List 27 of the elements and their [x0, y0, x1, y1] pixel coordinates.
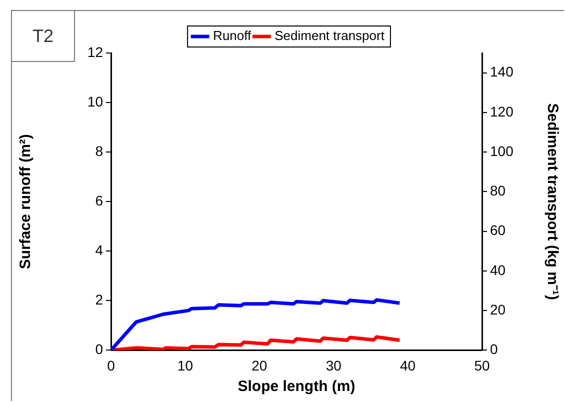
- y2-tick-label: 140: [490, 64, 514, 80]
- legend-label: Runoff: [213, 28, 252, 44]
- y2-tick-label: 100: [490, 142, 514, 159]
- chart-title: T2: [11, 10, 75, 62]
- legend-label: Sediment transport: [274, 28, 385, 44]
- y2-tick-label: 20: [490, 301, 506, 318]
- y2-tick-label: 60: [490, 222, 506, 238]
- y-tick-label: 12: [87, 44, 104, 60]
- y2-tick-label: 40: [490, 262, 506, 278]
- y-tick-label: 0: [95, 341, 104, 358]
- y-tick-label: 4: [95, 242, 104, 258]
- y-tick-label: 8: [95, 142, 104, 159]
- y2-tick-label: 0: [490, 341, 498, 358]
- x-tick-label: 20: [252, 357, 268, 374]
- y-tick-label: 10: [87, 93, 104, 110]
- x-axis-title: Slope length (m): [238, 378, 356, 396]
- x-tick-label: 40: [400, 357, 416, 374]
- y-tick-label: 6: [95, 192, 104, 208]
- x-tick-label: 10: [177, 357, 194, 374]
- x-tick-label: 50: [474, 357, 490, 374]
- x-tick-label: 30: [326, 357, 342, 374]
- y-axis-title: Surface runoff (m²): [17, 134, 34, 270]
- y2-axis-title: Sediment transport (kg m⁻¹): [544, 103, 561, 300]
- y-tick-label: 2: [95, 292, 104, 308]
- x-tick-label: 0: [107, 357, 116, 374]
- y2-tick-label: 80: [490, 182, 506, 199]
- y2-tick-label: 120: [490, 103, 514, 120]
